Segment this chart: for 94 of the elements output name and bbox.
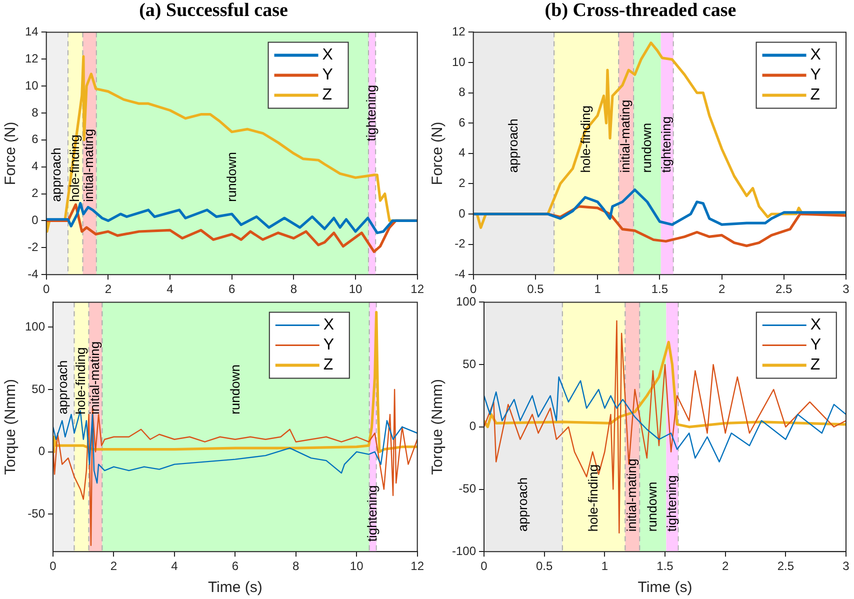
band-label: tightening <box>664 475 679 532</box>
band-label: hole-finding <box>73 347 88 414</box>
x-tick-label: 0 <box>480 559 488 574</box>
band-label: approach <box>48 148 64 202</box>
y-tick-label: 2 <box>458 176 466 190</box>
x-tick-label: 2 <box>104 282 112 296</box>
band-label: initial-mating <box>624 458 640 532</box>
x-tick-label: 10 <box>350 559 364 574</box>
x-axis-title: Time (s) <box>638 579 692 596</box>
x-tick-label: 1 <box>594 282 602 296</box>
x-tick-label: 6 <box>228 282 236 296</box>
x-tick-label: 0.5 <box>527 282 544 296</box>
x-tick-label: 1 <box>601 559 608 574</box>
legend-label: Y <box>810 336 822 354</box>
y-tick-label: 4 <box>32 159 39 174</box>
x-tick-label: 4 <box>166 282 174 296</box>
y-axis-title: Force (N) <box>2 122 20 186</box>
band-label: hole-finding <box>578 106 593 173</box>
band-label: tightening <box>364 485 380 542</box>
y-tick-label: -2 <box>454 236 466 251</box>
y-axis-title: Torque (Nmm) <box>2 378 20 475</box>
y-tick-label: 50 <box>32 382 46 396</box>
legend-label: Z <box>810 356 820 374</box>
y-tick-label: 12 <box>24 51 39 66</box>
band-label: rundown <box>224 152 240 202</box>
legend-label: X <box>810 316 822 334</box>
y-tick-label: 0 <box>38 444 46 458</box>
x-tick-label: 2 <box>722 559 729 574</box>
band-label: rundown <box>227 364 242 414</box>
chart-title: (a) Successful case <box>138 0 289 22</box>
y-tick-label: -100 <box>452 544 476 558</box>
band-label: approach <box>55 360 70 414</box>
y-axis-title: Torque (Nmm) <box>429 378 446 475</box>
x-tick-label: 3 <box>842 559 850 574</box>
band-label: tightening <box>658 116 674 173</box>
y-tick-label: -4 <box>28 266 39 281</box>
x-tick-label: 2.5 <box>777 559 794 574</box>
x-tick-label: 0 <box>50 559 57 574</box>
x-axis-title: Time (s) <box>208 579 262 596</box>
band-label: rundown <box>638 122 654 173</box>
x-tick-label: 10 <box>348 282 362 296</box>
y-tick-label: 0 <box>458 206 466 220</box>
x-tick-label: 0.5 <box>536 559 554 574</box>
y-tick-label: 8 <box>458 85 466 100</box>
y-tick-label: 0 <box>469 419 476 434</box>
y-tick-label: 4 <box>458 146 466 160</box>
band-label: initial-mating <box>81 128 96 202</box>
x-tick-label: 2.5 <box>776 282 793 296</box>
legend-label: Z <box>810 86 820 104</box>
y-tick-label: 100 <box>456 294 476 309</box>
band-label: tightening <box>364 84 379 142</box>
x-tick-label: 1.5 <box>656 559 674 574</box>
legend-label: Y <box>323 336 334 354</box>
band-label: approach <box>505 118 520 173</box>
x-tick-label: 12 <box>410 282 424 296</box>
legend-label: X <box>323 316 334 334</box>
band-label: initial-mating <box>87 341 102 414</box>
legend-label: Y <box>322 66 334 84</box>
band-label: initial-mating <box>618 100 633 173</box>
y-tick-label: 6 <box>458 115 466 130</box>
legend-label: Y <box>810 66 822 84</box>
legend-label: X <box>810 46 822 64</box>
y-tick-label: 2 <box>32 186 39 200</box>
x-tick-label: 3 <box>842 282 850 296</box>
legend-label: Z <box>323 356 334 374</box>
y-tick-label: 100 <box>24 319 46 334</box>
y-tick-label: 14 <box>24 24 39 39</box>
band-label: hole-finding <box>585 464 600 532</box>
chart-title: (b) Cross-threaded case <box>544 0 738 22</box>
x-tick-label: 8 <box>292 559 300 574</box>
band-label: approach <box>514 477 530 532</box>
x-tick-label: 2 <box>110 559 118 574</box>
y-tick-label: 10 <box>24 78 39 92</box>
y-axis-title: Force (N) <box>429 122 446 186</box>
legend-label: X <box>322 46 334 64</box>
band-label: rundown <box>644 482 660 532</box>
y-tick-label: 0 <box>32 213 39 228</box>
y-tick-label: -50 <box>28 506 46 521</box>
legend-label: Z <box>322 86 332 104</box>
y-tick-label: 10 <box>452 54 466 69</box>
x-tick-label: 2 <box>718 282 726 296</box>
band-label: hole-finding <box>66 134 82 202</box>
y-tick-label: -50 <box>458 482 476 496</box>
y-tick-label: -2 <box>28 240 39 254</box>
y-tick-label: 12 <box>452 24 466 39</box>
x-tick-label: 12 <box>410 559 424 574</box>
y-tick-label: 6 <box>32 132 39 146</box>
x-tick-label: 1.5 <box>651 282 668 296</box>
y-tick-label: 50 <box>462 356 476 371</box>
x-tick-label: 6 <box>232 559 239 574</box>
x-tick-label: 4 <box>171 559 178 574</box>
y-tick-label: 8 <box>32 105 39 120</box>
x-tick-label: 8 <box>290 282 298 296</box>
y-tick-label: -4 <box>454 266 466 281</box>
